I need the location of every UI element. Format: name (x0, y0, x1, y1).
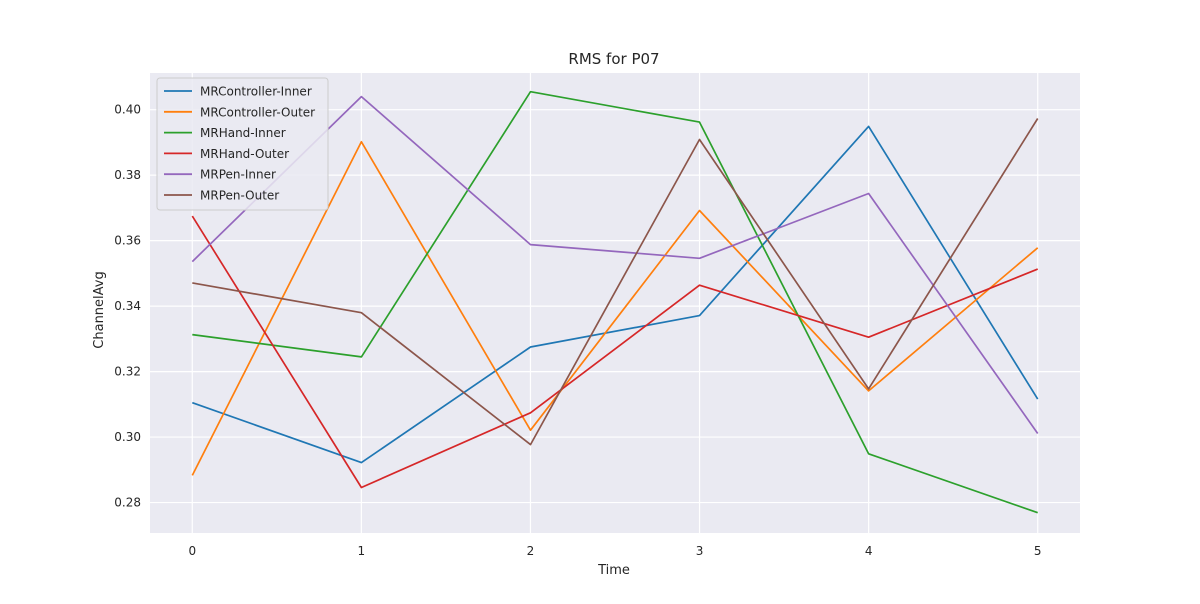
series-line-mrpen-inner (191, 95, 1039, 434)
series-line-mrhand-inner (192, 90, 1038, 514)
legend: MRController-Inner MRController-Outer MRHa… (156, 77, 329, 211)
legend-label: MRHand-Outer (200, 147, 289, 161)
y-tick-label: 0.34 (114, 299, 141, 313)
series-line-mrpen-outer (192, 118, 1039, 446)
legend-box (156, 77, 329, 211)
legend-label: MRPen-Inner (200, 168, 276, 182)
y-tick-label: 0.32 (114, 365, 141, 379)
y-tick-label: 0.40 (114, 103, 141, 117)
x-axis-label: Time (597, 563, 630, 578)
chart-title: RMS for P07 (568, 50, 659, 68)
legend-label: MRController-Outer (200, 105, 315, 119)
x-tick-label: 5 (1034, 544, 1042, 558)
x-tick-label: 3 (696, 544, 704, 558)
series-line-mrhand-outer (191, 215, 1039, 489)
x-tick-label: 0 (188, 544, 196, 558)
y-axis-label: ChannelAvg (92, 271, 107, 348)
grid-lines (150, 73, 1080, 533)
y-tick-label: 0.28 (114, 496, 141, 510)
legend-label: MRHand-Inner (200, 126, 286, 140)
series-lines (191, 90, 1039, 514)
series-line-mrcontroller-inner (192, 125, 1039, 464)
x-tick-label: 1 (358, 544, 366, 558)
series-line-mrcontroller-outer (191, 140, 1039, 476)
y-tick-label: 0.30 (114, 430, 141, 444)
y-tick-label: 0.38 (114, 168, 141, 182)
y-tick-label: 0.36 (114, 234, 141, 248)
x-tick-label: 4 (865, 544, 873, 558)
tick-labels: 0 1 2 3 4 5 0.28 0.30 0.32 0.34 0.36 0.38 0.40 (114, 103, 1041, 558)
legend-label: MRPen-Outer (200, 189, 279, 203)
legend-label: MRController-Inner (200, 85, 312, 99)
x-tick-label: 2 (527, 544, 535, 558)
